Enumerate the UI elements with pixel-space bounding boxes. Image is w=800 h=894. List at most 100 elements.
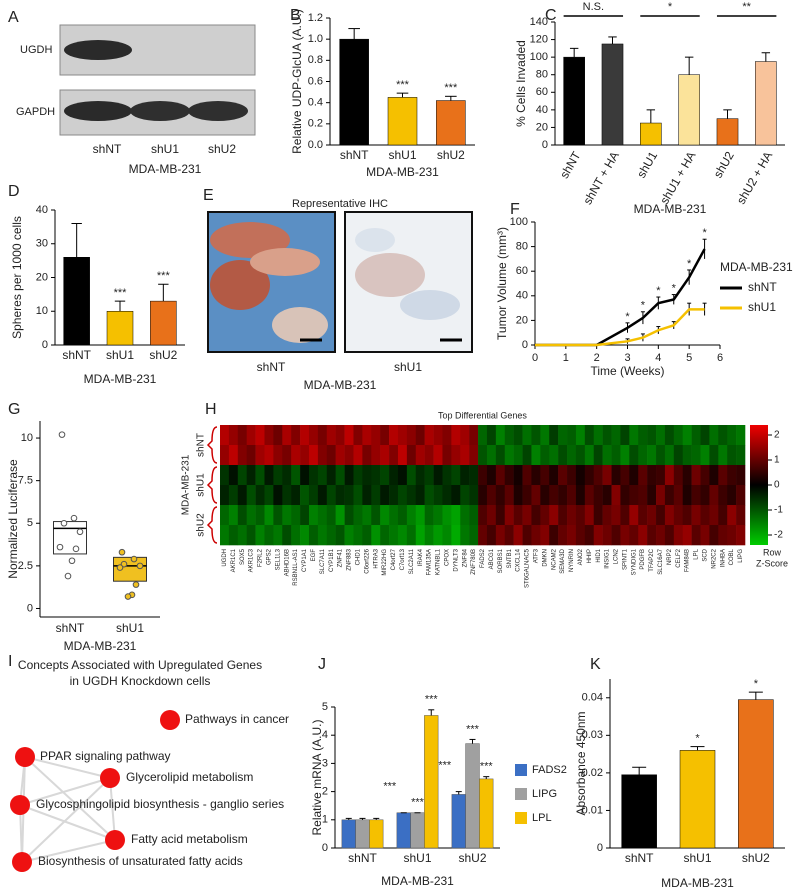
heatmap-cell: [255, 425, 265, 446]
y-tick-label: 0: [542, 139, 548, 151]
heatmap-cell: [255, 445, 265, 466]
heatmap-cell: [291, 485, 301, 506]
heatmap-cell: [442, 445, 452, 466]
network-title: in UGDH Knockdown cells: [70, 674, 211, 688]
gene-label: SORBS1: [498, 548, 504, 573]
heatmap-cell: [718, 485, 728, 506]
heatmap-cell: [549, 465, 559, 486]
heatmap-cell: [273, 525, 283, 546]
heatmap-cell: [513, 485, 523, 506]
heatmap-cell: [664, 485, 675, 506]
heatmap-cell: [593, 485, 603, 506]
heatmap-cell: [656, 505, 666, 526]
y-axis-label: Relative UDP-GlcUA (A.U.): [290, 9, 304, 154]
legend-label: FADS2: [532, 764, 567, 776]
heatmap-cell: [647, 445, 657, 466]
y-tick-label: 20: [516, 314, 528, 326]
heatmap-cell: [442, 465, 452, 486]
heatmap-cell: [469, 505, 479, 526]
heatmap-cell: [504, 505, 514, 526]
heatmap-cell: [442, 525, 452, 546]
heatmap-cell: [629, 505, 639, 526]
heatmap-cell: [344, 445, 354, 466]
panel-letter: J: [318, 656, 326, 673]
heatmap-cell: [433, 525, 443, 546]
heatmap-cell: [531, 465, 541, 486]
heatmap-cell: [513, 465, 523, 486]
colorbar-tick-label: 1: [774, 455, 780, 466]
x-tick-label: shU2 + HA: [734, 149, 775, 207]
group-label: shNT: [196, 433, 207, 457]
bar: [355, 819, 370, 849]
heatmap-cell: [220, 505, 230, 526]
heatmap-cell: [647, 425, 657, 446]
heatmap-cell: [504, 445, 514, 466]
heatmap-cell: [478, 465, 488, 486]
heatmap-cell: [647, 525, 657, 546]
data-point: [56, 543, 64, 551]
legend-label: shNT: [748, 280, 777, 294]
x-tick-label: 4: [655, 352, 661, 364]
heatmap-cell: [682, 505, 692, 526]
data-point: [118, 548, 126, 556]
heatmap-cell: [344, 505, 354, 526]
ihc-caption: MDA-MB-231: [304, 378, 377, 392]
y-tick-label: 4: [322, 729, 328, 741]
data-point: [64, 572, 72, 580]
heatmap-cell: [220, 525, 230, 546]
ihc-stain: [400, 290, 460, 320]
heatmap-cell: [727, 445, 737, 466]
gene-label: ZNF883: [347, 548, 353, 570]
y-tick-label: 0: [322, 842, 328, 854]
heatmap-cell: [522, 525, 532, 546]
heatmap-cell: [255, 465, 265, 486]
heatmap-cell: [264, 505, 274, 526]
heatmap-cell: [709, 465, 719, 486]
panel-letter: G: [8, 401, 20, 418]
gene-label: C4orf27: [391, 548, 397, 570]
heatmap-cell: [584, 505, 595, 526]
heatmap-cell: [317, 485, 328, 506]
heatmap-cell: [397, 465, 408, 486]
heatmap-cell: [638, 465, 648, 486]
x-tick-label: shU2: [711, 149, 737, 181]
significance: ***: [157, 270, 171, 282]
ihc-title: Representative IHC: [292, 198, 388, 210]
heatmap-cell: [433, 465, 443, 486]
heatmap-cell: [540, 485, 550, 506]
colorbar-tick-label: -2: [774, 530, 783, 541]
significance: ***: [411, 797, 425, 809]
x-tick-label: shNT: [340, 148, 369, 162]
heatmap-cell: [611, 505, 621, 526]
heatmap-cell: [558, 525, 568, 546]
heatmap-cell: [220, 465, 230, 486]
heatmap-cell: [567, 425, 577, 446]
heatmap-cell: [282, 465, 292, 486]
bar: [738, 699, 774, 849]
x-axis-label: MDA-MB-231: [366, 165, 439, 179]
heatmap-cell: [602, 445, 612, 466]
heatmap-cell: [513, 505, 523, 526]
x-tick-label: 5: [686, 352, 692, 364]
heatmap-cell: [335, 505, 345, 526]
heatmap-cell: [682, 445, 692, 466]
gene-label: C6orf226: [364, 548, 370, 573]
heatmap-cell: [656, 465, 666, 486]
heatmap-cell: [371, 425, 381, 446]
y-tick-label: 0.0: [308, 139, 323, 151]
y-tick-label: 0.2: [308, 118, 323, 130]
heatmap-cell: [380, 465, 390, 486]
heatmap-cell: [264, 425, 274, 446]
heatmap-cell: [460, 505, 470, 526]
heatmap-cell: [406, 425, 417, 446]
heatmap-cell: [682, 525, 692, 546]
data-point: [130, 555, 138, 563]
y-tick-label: 10: [21, 432, 33, 444]
heatmap-cell: [308, 505, 319, 526]
gene-label: IRAK4: [418, 548, 424, 566]
heatmap-cell: [513, 425, 523, 446]
y-tick-label: 100: [510, 216, 528, 228]
panel-letter: K: [590, 656, 601, 673]
x-axis-label: MDA-MB-231: [381, 874, 454, 888]
series-line: [535, 248, 706, 347]
